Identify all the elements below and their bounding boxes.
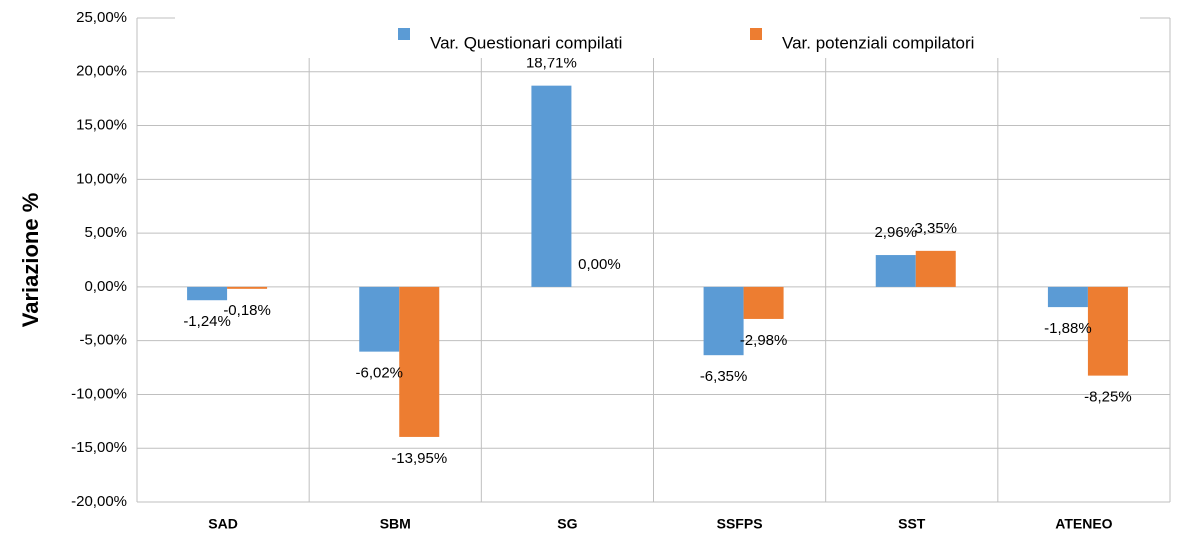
data-label: -8,25% [1084,389,1132,406]
legend-label: Var. potenziali compilatori [782,33,974,52]
data-label: -6,02% [355,365,403,382]
y-tick-label: 10,00% [76,170,127,187]
legend-swatch [398,28,410,40]
data-label: -13,95% [391,450,447,467]
y-tick-label: -10,00% [71,385,127,402]
y-tick-label: 25,00% [76,9,127,26]
bar [703,286,744,356]
y-tick-label: -15,00% [71,439,127,456]
bar [187,286,228,301]
legend-background [175,0,1140,58]
y-tick-label: 20,00% [76,63,127,80]
bar [399,286,440,437]
y-axis-label: Variazione % [18,193,43,328]
bar [875,255,916,287]
legend-label: Var. Questionari compilati [430,33,622,52]
data-label: -0,18% [223,302,271,319]
bar [743,286,784,319]
data-label: -6,35% [700,368,748,385]
y-tick-label: -5,00% [79,332,127,349]
data-label: 2,96% [874,224,917,241]
bar [915,250,956,287]
data-label: -1,24% [183,313,231,330]
data-label: 0,00% [578,256,621,273]
bar [227,286,268,289]
bar [1047,286,1088,308]
bar [531,85,572,287]
x-tick-label: SBM [380,516,411,532]
x-tick-label: SSFPS [717,516,763,532]
bar [359,286,400,352]
bar [1087,286,1128,376]
y-tick-label: 15,00% [76,117,127,134]
x-tick-label: ATENEO [1055,516,1112,532]
x-tick-label: SST [898,516,926,532]
data-label: -1,88% [1044,320,1092,337]
x-tick-label: SAD [208,516,238,532]
data-label: 3,35% [914,220,957,237]
data-label: 18,71% [526,55,577,72]
y-tick-label: -20,00% [71,493,127,510]
x-tick-label: SG [557,516,577,532]
data-label: -2,98% [740,332,788,349]
legend-swatch [750,28,762,40]
y-tick-label: 0,00% [84,278,127,295]
y-tick-label: 5,00% [84,224,127,241]
